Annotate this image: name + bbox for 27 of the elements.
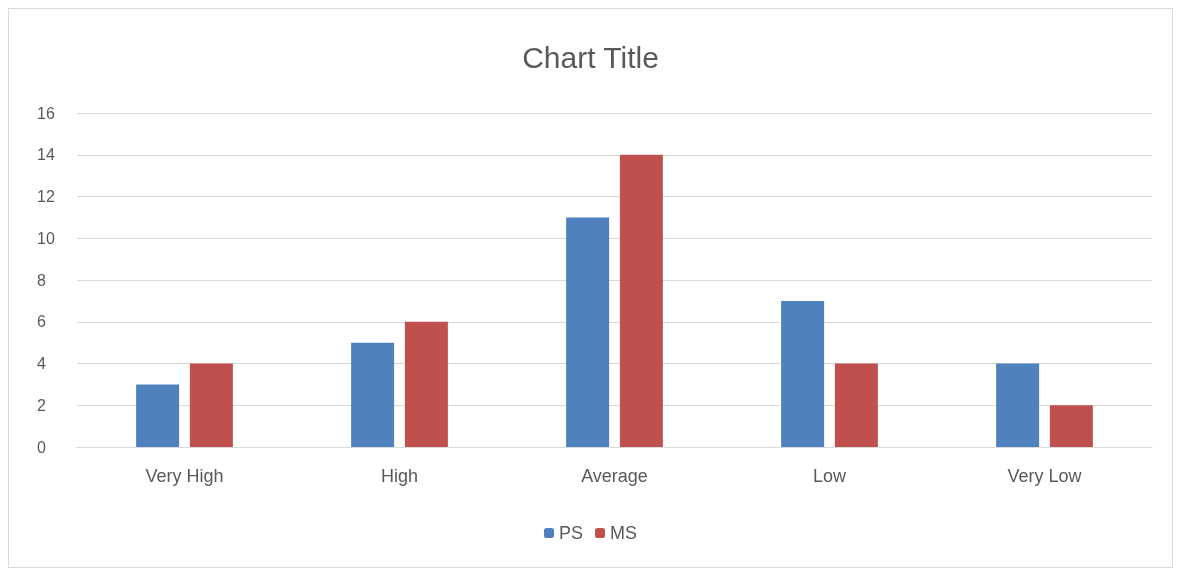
y-tick-label: 8 bbox=[37, 271, 46, 289]
bar bbox=[351, 342, 395, 447]
y-tick-label: 10 bbox=[37, 229, 55, 247]
bar bbox=[781, 300, 825, 447]
chart-title: Chart Title bbox=[522, 40, 659, 74]
legend-label: MS bbox=[610, 523, 638, 543]
y-tick-label: 0 bbox=[37, 438, 46, 456]
bar bbox=[404, 321, 448, 447]
x-tick-label: Low bbox=[812, 466, 848, 486]
legend-label: PS bbox=[558, 523, 584, 543]
y-tick-label: 6 bbox=[37, 313, 46, 331]
x-tick-label: Very Low bbox=[1007, 466, 1083, 486]
y-tick-label: 16 bbox=[37, 104, 55, 122]
bar bbox=[834, 363, 878, 447]
bar bbox=[996, 363, 1040, 447]
y-tick-label: 4 bbox=[37, 355, 46, 372]
bar bbox=[566, 217, 610, 447]
bar bbox=[619, 154, 663, 447]
x-tick-label: Average bbox=[581, 466, 648, 486]
bar bbox=[136, 384, 180, 447]
y-tick-label: 2 bbox=[37, 396, 46, 414]
y-tick-label: 12 bbox=[37, 188, 55, 205]
y-tick-label: 14 bbox=[37, 146, 55, 164]
bar bbox=[1049, 405, 1093, 447]
x-tick-label: High bbox=[380, 466, 419, 486]
bar bbox=[189, 363, 233, 447]
x-tick-label: Very High bbox=[145, 466, 224, 486]
